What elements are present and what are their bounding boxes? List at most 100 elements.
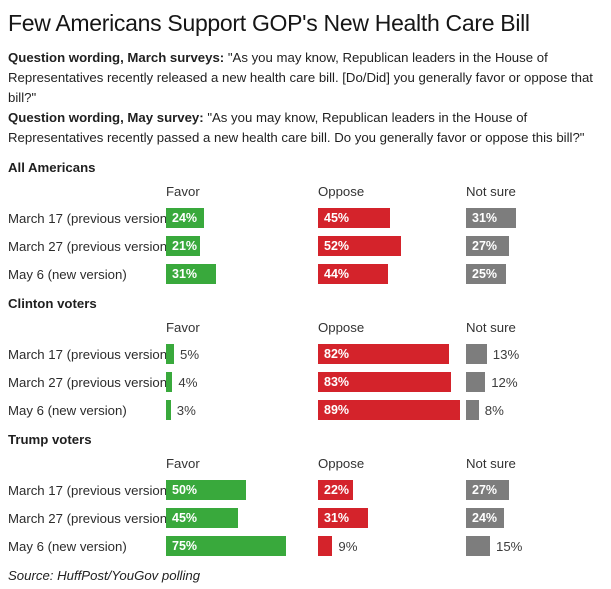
bar-value-label: 31% bbox=[172, 267, 198, 281]
row-label: March 27 (previous version) bbox=[8, 374, 172, 390]
oppose-bar bbox=[318, 536, 333, 556]
not-sure-bar: 25% bbox=[466, 264, 506, 284]
bar-value-label: 75% bbox=[172, 539, 198, 553]
bar-value-label: 24% bbox=[172, 211, 198, 225]
favor-bar: 21% bbox=[166, 236, 200, 256]
row-label: March 27 (previous version) bbox=[8, 510, 172, 526]
bar-cell: 45% bbox=[166, 508, 318, 528]
column-header-not-sure: Not sure bbox=[466, 184, 516, 199]
bar-value-label: 52% bbox=[324, 239, 350, 253]
bar-value-label: 5% bbox=[180, 346, 200, 362]
column-header-oppose: Oppose bbox=[318, 320, 365, 335]
question-wording-march: Question wording, March surveys: "As you… bbox=[8, 48, 603, 108]
bar-value-label: 89% bbox=[324, 403, 350, 417]
group-grid: Favor Oppose Not sure March 17 (previous ve… bbox=[8, 180, 603, 284]
bar-cell: 44% bbox=[318, 264, 466, 284]
oppose-bar: 44% bbox=[318, 264, 389, 284]
bar-cell: 12% bbox=[466, 372, 603, 392]
bar-cell: 9% bbox=[318, 536, 466, 556]
not-sure-bar bbox=[466, 400, 479, 420]
bar-cell: 15% bbox=[466, 536, 603, 556]
not-sure-bar bbox=[466, 344, 487, 364]
not-sure-bar: 31% bbox=[466, 208, 516, 228]
group-section: All Americans Favor Oppose Not sure March 17… bbox=[8, 160, 603, 284]
not-sure-bar: 27% bbox=[466, 480, 510, 500]
group-section: Trump voters Favor Oppose Not sure March 17 … bbox=[8, 432, 603, 556]
bar-value-label: 31% bbox=[324, 511, 350, 525]
not-sure-bar: 24% bbox=[466, 508, 505, 528]
oppose-bar: 31% bbox=[318, 508, 368, 528]
bar-value-label: 12% bbox=[491, 374, 518, 390]
bar-value-label: 4% bbox=[178, 374, 198, 390]
bar-value-label: 27% bbox=[472, 483, 498, 497]
bar-cell: 24% bbox=[166, 208, 318, 228]
oppose-bar: 45% bbox=[318, 208, 390, 228]
bar-value-label: 45% bbox=[324, 211, 350, 225]
not-sure-bar bbox=[466, 536, 490, 556]
bar-value-label: 25% bbox=[472, 267, 498, 281]
favor-bar bbox=[166, 344, 174, 364]
bar-value-label: 9% bbox=[338, 538, 358, 554]
column-header-not-sure: Not sure bbox=[466, 320, 516, 335]
bar-value-label: 13% bbox=[492, 346, 520, 362]
bar-cell: 22% bbox=[318, 480, 466, 500]
not-sure-bar bbox=[466, 372, 486, 392]
bar-value-label: 82% bbox=[324, 347, 350, 361]
bar-cell: 89% bbox=[318, 400, 466, 420]
column-header-favor: Favor bbox=[166, 184, 200, 199]
bar-cell: 4% bbox=[166, 372, 318, 392]
bar-value-label: 31% bbox=[472, 211, 498, 225]
favor-bar: 45% bbox=[166, 508, 238, 528]
bar-cell: 25% bbox=[466, 264, 603, 284]
column-header-favor: Favor bbox=[166, 456, 200, 471]
column-header-oppose: Oppose bbox=[318, 184, 365, 199]
bar-cell: 83% bbox=[318, 372, 466, 392]
bar-cell: 75% bbox=[166, 536, 318, 556]
bar-value-label: 83% bbox=[324, 375, 350, 389]
bar-value-label: 21% bbox=[172, 239, 198, 253]
bar-value-label: 8% bbox=[484, 402, 504, 418]
favor-bar: 75% bbox=[166, 536, 286, 556]
favor-bar: 50% bbox=[166, 480, 246, 500]
question-wording-may-lead: Question wording, May survey: bbox=[8, 110, 204, 125]
column-header-oppose: Oppose bbox=[318, 456, 365, 471]
bar-value-label: 24% bbox=[472, 511, 498, 525]
bar-cell: 45% bbox=[318, 208, 466, 228]
bar-cell: 5% bbox=[166, 344, 318, 364]
favor-bar: 31% bbox=[166, 264, 216, 284]
column-header-favor: Favor bbox=[166, 320, 200, 335]
row-label: March 17 (previous version) bbox=[8, 482, 172, 498]
question-wording-march-text: "As you may know, Republican leaders in … bbox=[8, 50, 593, 105]
bar-cell: 8% bbox=[466, 400, 603, 420]
chart-groups-container: All Americans Favor Oppose Not sure March 17… bbox=[8, 160, 603, 556]
bar-cell: 27% bbox=[466, 236, 603, 256]
oppose-bar: 83% bbox=[318, 372, 451, 392]
group-grid: Favor Oppose Not sure March 17 (previous ve… bbox=[8, 316, 603, 420]
source-note: Source: HuffPost/YouGov polling bbox=[8, 568, 201, 583]
group-title: Trump voters bbox=[8, 432, 92, 447]
favor-bar bbox=[166, 400, 171, 420]
bar-cell: 13% bbox=[466, 344, 603, 364]
bar-value-label: 22% bbox=[324, 483, 350, 497]
bar-cell: 82% bbox=[318, 344, 466, 364]
bar-cell: 50% bbox=[166, 480, 318, 500]
oppose-bar: 89% bbox=[318, 400, 461, 420]
group-section: Clinton voters Favor Oppose Not sure March 1… bbox=[8, 296, 603, 420]
chart-title: Few Americans Support GOP's New Health C… bbox=[8, 10, 530, 36]
question-wording-may-text: "As you may know, Republican leaders in … bbox=[8, 110, 585, 145]
oppose-bar: 52% bbox=[318, 236, 402, 256]
bar-cell: 31% bbox=[318, 508, 466, 528]
bar-value-label: 27% bbox=[472, 239, 498, 253]
bar-cell: 24% bbox=[466, 508, 603, 528]
row-label: May 6 (new version) bbox=[8, 538, 127, 554]
row-label: March 17 (previous version) bbox=[8, 346, 172, 362]
row-label: March 17 (previous version) bbox=[8, 210, 172, 226]
favor-bar bbox=[166, 372, 173, 392]
bar-cell: 31% bbox=[466, 208, 603, 228]
bar-cell: 3% bbox=[166, 400, 318, 420]
bar-cell: 27% bbox=[466, 480, 603, 500]
oppose-bar: 82% bbox=[318, 344, 450, 364]
question-wording-may: Question wording, May survey: "As you ma… bbox=[8, 108, 603, 148]
bar-cell: 21% bbox=[166, 236, 318, 256]
